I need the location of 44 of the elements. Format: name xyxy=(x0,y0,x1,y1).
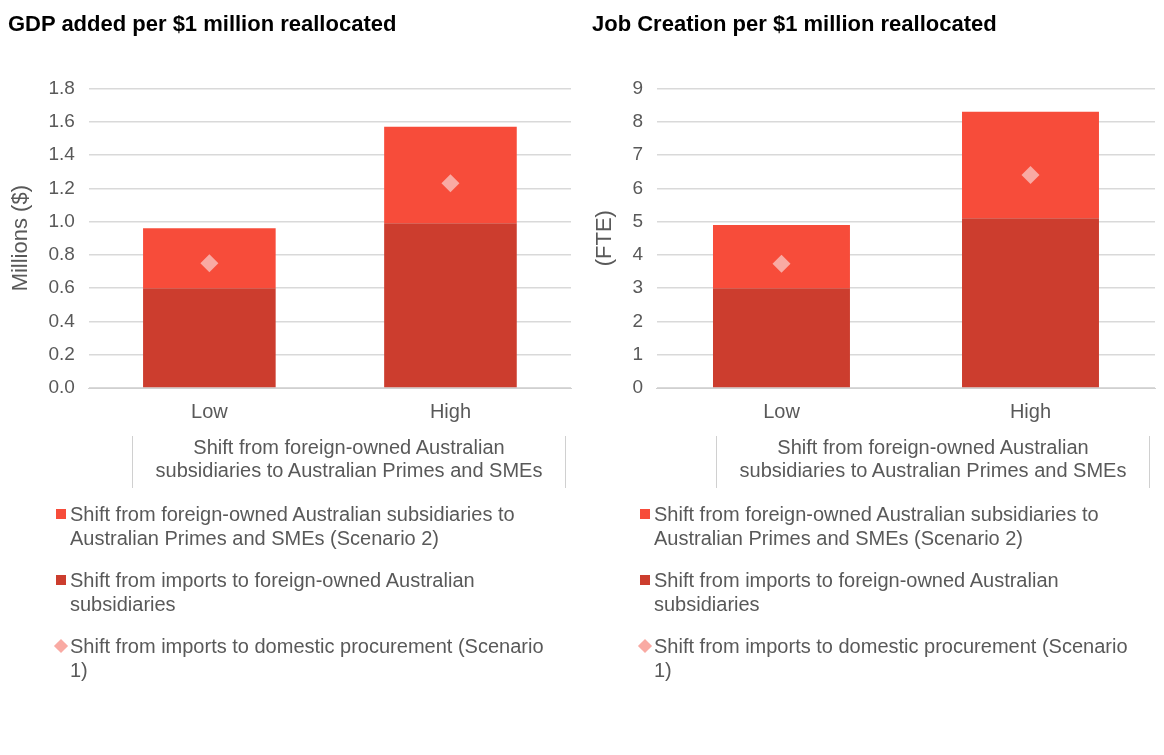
legend-label: Shift from imports to domestic procurement (Scenario 1) xyxy=(654,634,1129,682)
x-axis-title: Shift from foreign-owned Australian subsidiaries to Australian Primes and SMEs xyxy=(716,436,1150,488)
bar xyxy=(713,224,850,289)
y-tick-label: 0.0 xyxy=(48,376,75,398)
y-tick-label: 8 xyxy=(632,109,643,131)
legend-label: Shift from foreign-owned Australian subsidiaries to Australian Primes and SMEs (Scenario 2) xyxy=(70,502,516,550)
y-tick-label: 1.8 xyxy=(48,76,75,98)
bar xyxy=(962,111,1099,219)
bar xyxy=(384,126,517,224)
y-tick-label: 1.4 xyxy=(48,143,76,165)
y-tick-label: 0.6 xyxy=(48,276,75,298)
y-tick-label: 0.2 xyxy=(48,342,75,364)
bar xyxy=(143,228,276,289)
y-axis-title: (FTE) xyxy=(591,210,617,267)
chart-title: GDP added per $1 million reallocated xyxy=(8,11,397,37)
y-tick-label: 7 xyxy=(632,143,643,165)
y-tick-label: 6 xyxy=(632,176,643,198)
bar xyxy=(713,288,850,388)
x-axis-title: Shift from foreign-owned Australian subsidiaries to Australian Primes and SMEs xyxy=(132,436,566,488)
y-tick-label: 3 xyxy=(632,276,643,298)
y-tick-label: 0.8 xyxy=(48,243,75,265)
y-tick-label: 1.0 xyxy=(48,209,75,231)
legend-label: Shift from foreign-owned Australian subsidiaries to Australian Primes and SMEs (Scenario 2) xyxy=(654,502,1100,550)
legend-label: Shift from imports to foreign-owned Australian subsidiaries xyxy=(654,568,1060,616)
x-tick-label: Low xyxy=(763,399,801,422)
y-axis-title: Millions ($) xyxy=(7,185,33,292)
y-tick-label: 0 xyxy=(632,376,643,398)
y-tick-label: 1 xyxy=(632,342,643,364)
x-tick-label: Low xyxy=(191,399,229,422)
x-tick-label: High xyxy=(429,399,472,422)
y-tick-label: 1.2 xyxy=(48,176,75,198)
y-tick-label: 4 xyxy=(632,243,644,265)
y-tick-label: 9 xyxy=(632,76,643,98)
legend-label: Shift from imports to domestic procurement (Scenario 1) xyxy=(70,634,545,682)
x-tick-label: High xyxy=(1009,399,1052,422)
bar xyxy=(143,288,276,388)
y-tick-label: 2 xyxy=(632,309,643,331)
bar xyxy=(384,223,517,388)
chart-title: Job Creation per $1 million reallocated xyxy=(592,11,997,37)
y-tick-label: 1.6 xyxy=(48,109,75,131)
y-tick-label: 5 xyxy=(632,209,643,231)
y-tick-label: 0.4 xyxy=(48,309,76,331)
legend-label: Shift from imports to foreign-owned Australian subsidiaries xyxy=(70,568,476,616)
bar xyxy=(962,218,1099,388)
